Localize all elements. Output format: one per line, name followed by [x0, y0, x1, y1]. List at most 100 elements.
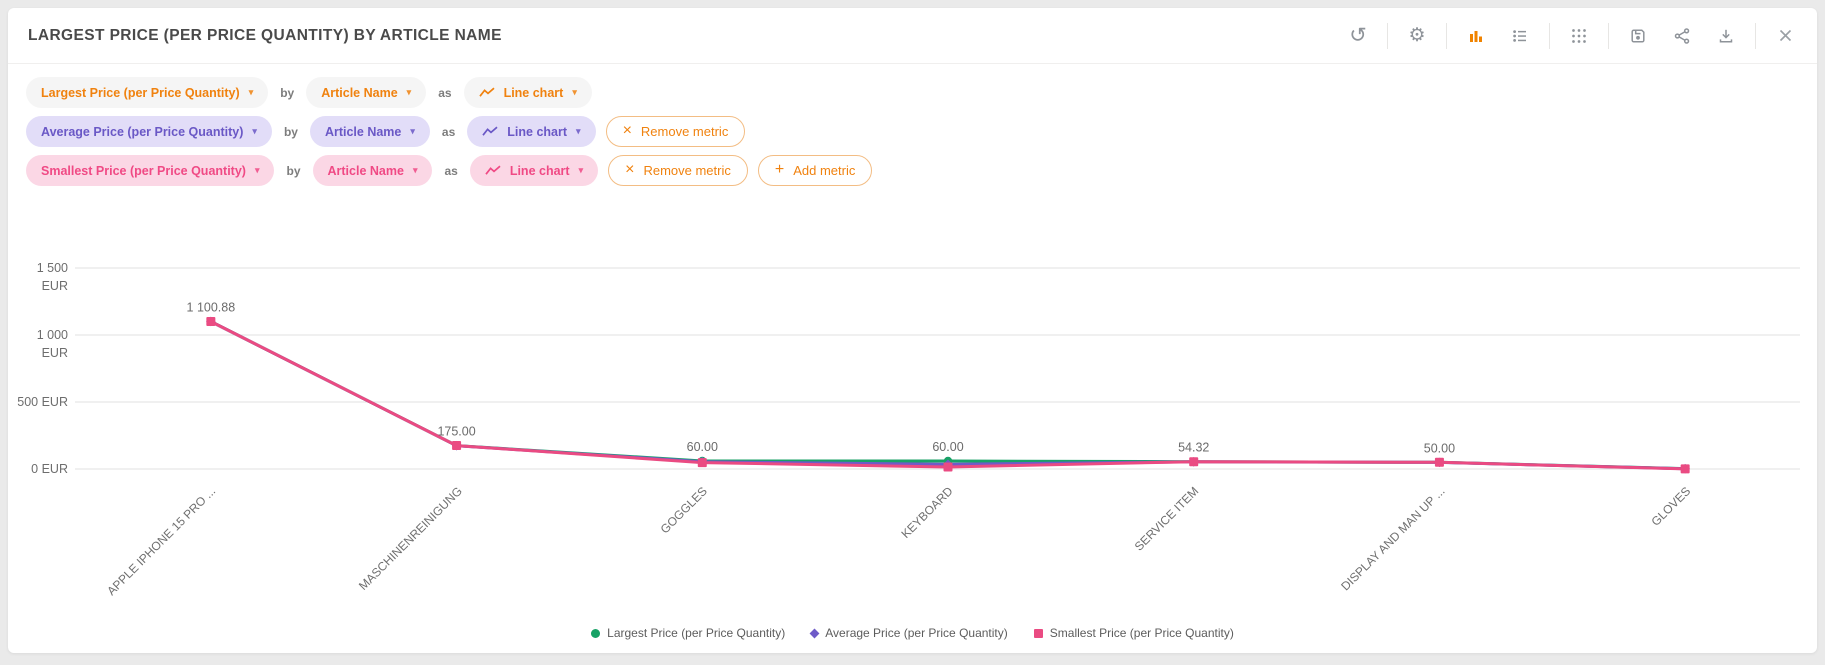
by-label: by [283, 124, 298, 139]
download-button[interactable] [1710, 20, 1742, 52]
line-chart-canvas: 1 100.88 175.00 60.00 60.00 54.32 50.00 [75, 267, 1800, 474]
metric-chip[interactable]: Smallest Price (per Price Quantity) ▾ [26, 155, 275, 186]
dimension-chip[interactable]: Article Name ▾ [309, 116, 430, 147]
chart-type-chip-label: Line chart [507, 124, 568, 139]
toolbar-divider [1446, 22, 1447, 49]
x-axis-label: MASCHINENREINIGUNG [355, 484, 465, 593]
legend-item[interactable]: Largest Price (per Price Quantity) [591, 626, 785, 640]
data-point[interactable] [1189, 457, 1199, 467]
data-point[interactable] [1434, 457, 1444, 467]
chevron-down-icon: ▾ [412, 165, 418, 175]
refresh-button[interactable]: ↺ [1342, 20, 1374, 52]
by-label: by [280, 85, 295, 100]
close-button[interactable] [1769, 20, 1801, 52]
metric-row: Largest Price (per Price Quantity) ▾ by Art… [26, 77, 1817, 108]
as-label: as [441, 124, 456, 139]
refresh-icon: ↺ [1349, 24, 1367, 47]
settings-icon: ⚙ [1408, 25, 1426, 46]
data-point[interactable] [697, 458, 707, 468]
add-metric-button[interactable]: + Add metric [757, 155, 873, 186]
legend-item[interactable]: Average Price (per Price Quantity) [809, 626, 1008, 640]
close-icon: × [622, 122, 632, 139]
data-label: 60.00 [932, 440, 963, 454]
data-point[interactable] [1680, 464, 1690, 474]
chevron-down-icon: ▾ [406, 87, 412, 97]
save-button[interactable] [1622, 20, 1654, 52]
share-button[interactable] [1666, 20, 1698, 52]
metric-chip-label: Largest Price (per Price Quantity) [41, 85, 240, 100]
dimension-chip-label: Article Name [321, 85, 398, 100]
metric-chip-label: Average Price (per Price Quantity) [41, 124, 244, 139]
legend-label: Smallest Price (per Price Quantity) [1049, 626, 1234, 640]
bar-chart-button[interactable] [1460, 20, 1492, 52]
toolbar-group [1563, 20, 1595, 52]
data-point[interactable] [943, 462, 953, 472]
chevron-down-icon: ▾ [572, 87, 577, 97]
dimension-chip-label: Article Name [327, 163, 404, 178]
legend-label: Average Price (per Price Quantity) [825, 626, 1008, 640]
action-label: Add metric [793, 163, 856, 178]
chevron-down-icon: ▾ [410, 126, 415, 136]
save-icon [1629, 27, 1647, 45]
toolbar-group [1769, 20, 1801, 52]
data-label: 60.00 [687, 440, 718, 454]
legend-label: Largest Price (per Price Quantity) [607, 626, 786, 640]
widget-header: LARGEST PRICE (PER PRICE QUANTITY) BY AR… [8, 8, 1817, 64]
close-icon: × [625, 161, 635, 178]
action-label: Remove metric [643, 163, 731, 178]
metric-chip-label: Smallest Price (per Price Quantity) [41, 163, 246, 178]
data-point[interactable] [206, 316, 216, 326]
toolbar-group [1622, 20, 1742, 52]
toolbar-divider [1549, 22, 1550, 49]
x-axis-label: DISPLAY AND MAN UP ... [1337, 484, 1448, 594]
legend-item[interactable]: Smallest Price (per Price Quantity) [1033, 626, 1234, 640]
share-icon [1673, 27, 1691, 45]
remove-metric-button[interactable]: × Remove metric [605, 116, 746, 147]
toolbar-divider [1755, 22, 1756, 49]
as-label: as [444, 163, 458, 178]
chart-type-chip[interactable]: Line chart ▾ [463, 77, 592, 108]
list-view-button[interactable] [1504, 20, 1536, 52]
action-label: Remove metric [640, 124, 729, 139]
dimension-chip[interactable]: Article Name ▾ [312, 155, 433, 186]
legend-marker [1033, 628, 1043, 638]
plus-icon: + [774, 161, 785, 178]
toolbar-divider [1387, 22, 1388, 49]
line-chart: 1 500 EUR 1 000 EUR 500 EUR 0 EUR 1 100.88 17… [8, 8, 1817, 653]
data-label: 1 100.88 [187, 301, 236, 315]
x-axis-label: APPLE IPHONE 15 PRO ... [104, 484, 219, 599]
dimension-chip[interactable]: Article Name ▾ [306, 77, 427, 108]
y-axis-tick: 1 000 EUR [36, 328, 68, 360]
toolbar-group [1460, 20, 1536, 52]
data-label: 54.32 [1178, 441, 1209, 455]
line-chart-icon [478, 87, 495, 98]
metric-chip[interactable]: Largest Price (per Price Quantity) ▾ [26, 77, 269, 108]
remove-metric-button[interactable]: × Remove metric [608, 155, 748, 186]
chart-type-chip[interactable]: Line chart ▾ [469, 155, 599, 186]
chart-type-chip[interactable]: Line chart ▾ [467, 116, 596, 147]
list-view-icon [1511, 27, 1529, 45]
widget-toolbar: ↺ ⚙ [1342, 20, 1801, 52]
widget-title: LARGEST PRICE (PER PRICE QUANTITY) BY AR… [28, 26, 502, 44]
metric-row: Smallest Price (per Price Quantity) ▾ by Ar… [26, 155, 1817, 186]
chevron-down-icon: ▾ [254, 165, 260, 175]
metric-row: Average Price (per Price Quantity) ▾ by Art… [26, 116, 1817, 147]
chart-widget-card: LARGEST PRICE (PER PRICE QUANTITY) BY AR… [8, 8, 1817, 653]
metric-chip[interactable]: Average Price (per Price Quantity) ▾ [26, 116, 272, 147]
metric-builder: Largest Price (per Price Quantity) ▾ by Art… [8, 64, 1817, 186]
legend-marker [591, 628, 601, 638]
download-icon [1717, 27, 1735, 45]
chart-type-chip-label: Line chart [509, 163, 570, 178]
chevron-down-icon: ▾ [578, 165, 584, 175]
data-point[interactable] [452, 441, 462, 451]
grid-view-button[interactable] [1563, 20, 1595, 52]
close-icon [1777, 27, 1794, 44]
settings-button[interactable]: ⚙ [1401, 20, 1433, 52]
data-label: 50.00 [1424, 441, 1455, 455]
dimension-chip-label: Article Name [324, 124, 402, 139]
chart-legend: Largest Price (per Price Quantity) Averag… [8, 626, 1817, 640]
data-label: 175.00 [437, 425, 475, 439]
line-chart-icon [485, 165, 501, 176]
line-chart-icon [482, 126, 498, 137]
chevron-down-icon: ▾ [248, 87, 254, 97]
